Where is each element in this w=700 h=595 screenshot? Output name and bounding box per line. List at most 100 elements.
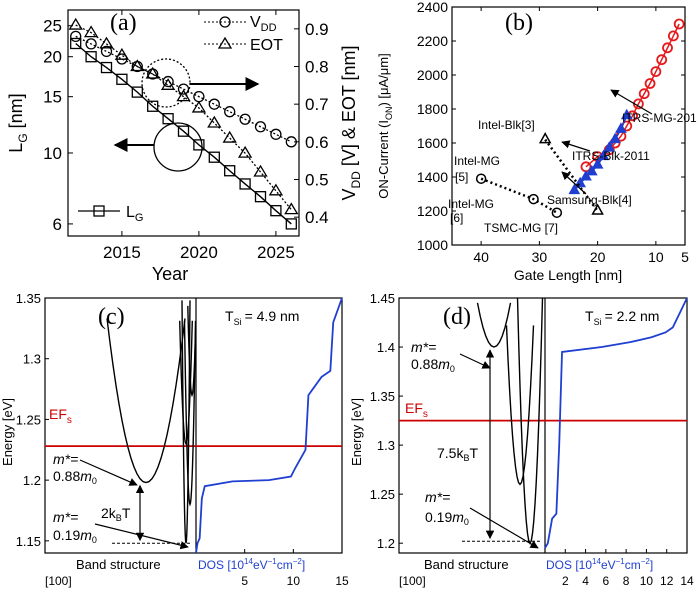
a-xtick-label: 2015 [103,243,141,262]
b-point-itrs-mg [656,54,668,66]
a-ytick-right-label: 0.8 [305,58,329,77]
panel-c: 1.151.21.251.31.355 10 15 (c) Energy [eV] … [0,291,349,588]
dos-xtick-label: 15 [335,574,349,588]
band-curve [183,320,197,507]
dos-xtick-label: 2 [562,574,569,588]
mass-pointer-arrow [459,353,491,369]
panel-c-m019-b: 0.19m0 [53,527,97,545]
panel-c-ylabel: Energy [eV] [0,398,15,466]
a-series-line-V_DD [75,35,292,143]
panel-c-tsi: TSi = 4.9 nm [225,308,299,327]
a-point-eot [222,130,237,143]
a-point-eot [83,25,99,38]
b-point-itrs-blk [597,149,610,161]
a-series-line-EOT [75,24,292,211]
panel-c-m019-a: m*= [53,509,78,525]
label-ref6: [6] [450,211,463,225]
panel-c-m088-b: 0.88m0 [53,468,97,486]
b-ytick-label: 2000 [417,67,448,83]
b-ytick-label: 1000 [417,237,448,253]
b-point-itrs-mg [638,88,650,100]
b-xtick-label: 40 [473,249,489,265]
dos-xtick-label: 5 [241,574,248,588]
a-point-lg [70,37,82,50]
panel-c-dos-label: DOS [1014eV−1cm−2] [198,557,305,572]
b-ytick-label: 1200 [417,203,448,219]
dos-xtick-label: 4 [582,574,589,588]
panel-a-ylabel-left: LG [nm] [6,93,30,152]
panel-a-legend-vdd: VDD [204,14,277,34]
a-point-eot [114,47,130,60]
panel-c-letter: (c) [98,304,125,330]
panel-d-ylabel: Energy [eV] [349,398,364,466]
a-point-eot [237,145,253,158]
a-point-lg [239,178,251,190]
a-point-lg [224,165,236,177]
b-ytick-label: 1800 [417,101,448,117]
band-ytick-label: 1.15 [16,534,41,549]
band-curve [505,325,535,486]
b-ytick-label: 1400 [417,169,448,185]
band-ytick-label: 1.35 [16,291,41,306]
a-ytick-right-label: 0.4 [305,208,329,227]
dos-xtick-label: 10 [287,574,301,588]
band-ytick-label: 1.35 [370,389,395,404]
panel-d: 1.2 1.25 1.3 1.35 1.4 1.45 2 4 6 8 10 12 14 (d) Ener… [349,291,694,588]
b-series-line-dotted [480,177,558,214]
label-itrs-blk: ITRS-Blk-2011 [572,149,650,163]
b-point-itrs-blk [609,132,621,144]
a-ytick-left-label: 10 [43,144,62,163]
label-tsmc: TSMC-MG [7] [484,221,558,235]
a-point-lg [162,113,174,125]
b-point-itrs-mg [650,66,662,77]
a-ytick-right-label: 0.6 [305,133,329,152]
panel-b-letter: (b) [505,10,533,36]
panel-b-frame [451,6,686,246]
a-xtick-label: 2020 [180,243,218,262]
band-curve [106,318,186,484]
a-point-lg [270,205,282,217]
a-series-line-L_G [75,42,292,225]
panel-c-efs: EFs [49,406,72,426]
b-point-itrs-blk [568,183,581,195]
panel-d-frame [398,297,688,554]
a-point-eot [253,164,268,177]
a-point-lg [254,191,267,203]
a-point-lg [208,151,220,163]
panel-b: 1000 1200 1400 1600 1800 2000 2200 2400 40 30 20 10… [376,0,697,283]
a-point-vdd [208,98,220,110]
a-point-eot [160,78,176,90]
b-xtick-label: 20 [590,249,606,265]
panel-d-tsi: TSi = 2.2 nm [585,308,659,327]
b-point-itrs-mg [662,42,673,54]
b-point-intel-mg6 [528,193,539,205]
a-point-eot [145,66,160,79]
b-point-itrs-mg [644,78,656,89]
a-point-eot [130,59,145,72]
panel-b-ylabel: ON-Current (ION) [μA/μm] [376,53,394,199]
mass-pointer-arrow [79,459,138,486]
dos-xtick-label: 12 [660,574,674,588]
arrow-itrs-mg [610,89,653,115]
panel-d-band-caption: Band structure [424,557,509,572]
dos-curve [195,297,343,554]
panel-d-letter: (d) [443,304,471,330]
b-point-itrs-blk [580,169,592,181]
panel-d-kbt: 7.5kBT [437,445,478,463]
a-point-vdd [70,30,82,43]
panel-d-efs: EFs [405,400,428,420]
panel-c-m088-a: m*= [53,451,78,467]
a-point-lg [100,61,113,74]
mass-pointer-arrow [94,523,189,550]
b-point-itrs-blk [620,108,633,120]
panel-c-band-caption: Band structure [76,557,161,572]
band-ytick-label: 1.25 [370,487,395,502]
b-ytick-label: 2400 [417,0,448,15]
b-ytick-label: 2200 [417,33,448,49]
a-point-lg [177,125,190,137]
dos-curve [544,297,688,549]
a-point-lg [193,139,205,151]
b-xtick-label: 30 [532,249,548,265]
b-point-tsmc [551,207,563,218]
